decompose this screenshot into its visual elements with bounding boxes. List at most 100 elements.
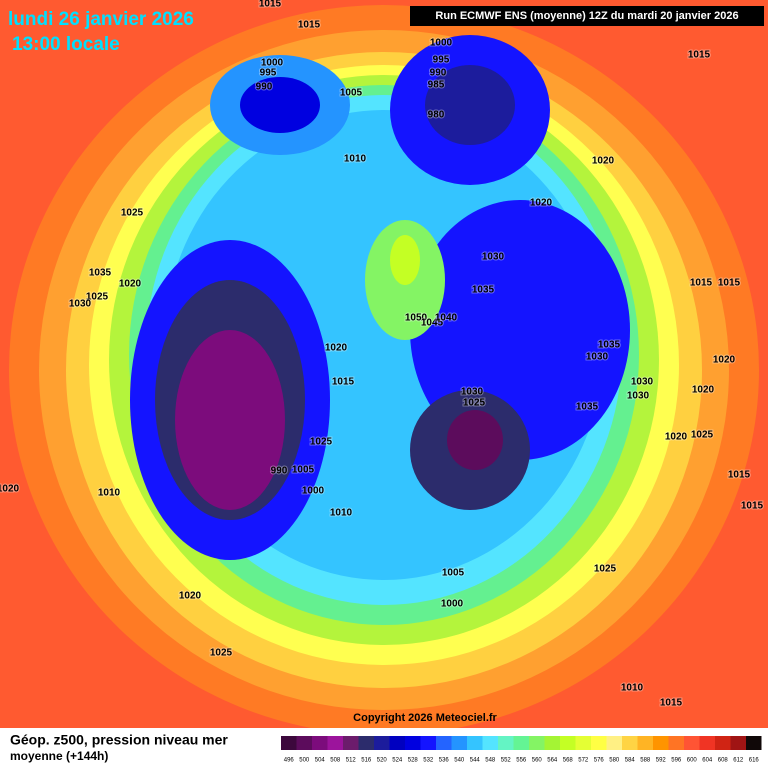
legend-swatch	[653, 736, 669, 750]
legend-swatch	[715, 736, 731, 750]
legend-label: 544	[470, 758, 481, 764]
legend-swatch	[575, 736, 591, 750]
legend-swatch	[606, 736, 622, 750]
isobar-label: 1020	[692, 385, 715, 396]
isobar-label: 985	[428, 80, 445, 91]
legend-label: 508	[330, 758, 341, 764]
isobar-label: 995	[433, 55, 450, 66]
isobar-label: 1010	[344, 154, 367, 165]
isobar-label: 1000	[302, 486, 325, 497]
isobar-label: 1035	[472, 285, 495, 296]
legend-label: 496	[284, 758, 295, 764]
legend-label: 612	[733, 758, 744, 764]
legend-label: 532	[423, 758, 434, 764]
isobar-label: 1030	[631, 377, 654, 388]
legend-swatch	[591, 736, 607, 750]
isobar-label: 1025	[210, 648, 233, 659]
isobar-label: 1010	[330, 508, 353, 519]
legend-label: 556	[516, 758, 527, 764]
isobar-label: 1015	[259, 0, 282, 10]
isobar-label: 1035	[576, 402, 599, 413]
copyright: Copyright 2026 Meteociel.fr	[353, 712, 497, 724]
legend-swatch	[467, 736, 483, 750]
legend-label: 536	[439, 758, 450, 764]
legend-swatch	[327, 736, 343, 750]
run-info: Run ECMWF ENS (moyenne) 12Z du mardi 20 …	[435, 10, 738, 22]
isobar-label: 1020	[179, 591, 202, 602]
isobar-labels: 1015101510009959901005100099599098598010…	[0, 0, 765, 710]
isobar-label: 1025	[463, 398, 486, 409]
isobar-label: 1005	[340, 88, 363, 99]
isobar-label: 1030	[461, 387, 484, 398]
legend-swatch	[436, 736, 452, 750]
footer-subtitle: moyenne (+144h)	[10, 749, 108, 763]
legend-label: 564	[547, 758, 558, 764]
isobar-label: 1025	[121, 208, 144, 219]
isobar-label: 990	[430, 68, 447, 79]
isobar-label: 1015	[332, 377, 355, 388]
isobar-label: 1020	[0, 484, 20, 495]
isobar-label: 1030	[627, 391, 650, 402]
legend-label: 572	[578, 758, 589, 764]
isobar-label: 1015	[298, 20, 321, 31]
legend-swatch	[513, 736, 529, 750]
legend-swatch	[374, 736, 390, 750]
legend-swatch	[544, 736, 560, 750]
isobar-label: 1005	[442, 568, 465, 579]
isobar-label: 1010	[621, 683, 644, 694]
legend-label: 500	[299, 758, 310, 764]
legend-label: 540	[454, 758, 465, 764]
isobar-label: 1000	[261, 58, 284, 69]
legend-swatch	[498, 736, 514, 750]
legend-swatch	[420, 736, 436, 750]
legend-label: 592	[656, 758, 667, 764]
isobar-label: 1030	[482, 252, 505, 263]
isobar-label: 980	[428, 110, 445, 121]
legend-swatch	[684, 736, 700, 750]
legend-label: 608	[718, 758, 729, 764]
isobar-label: 1010	[98, 488, 121, 499]
isobar-label: 1035	[89, 268, 112, 279]
legend-label: 568	[563, 758, 574, 764]
legend-swatch	[358, 736, 374, 750]
isobar-label: 1025	[310, 437, 333, 448]
legend-swatch	[343, 736, 359, 750]
legend-swatch	[637, 736, 653, 750]
isobar-label: 1000	[430, 38, 453, 49]
legend-swatch	[668, 736, 684, 750]
isobar-label: 1015	[741, 501, 764, 512]
legend-label: 576	[594, 758, 605, 764]
legend-swatch	[312, 736, 328, 750]
isobar-label: 1020	[119, 279, 142, 290]
date: lundi 26 janvier 2026	[8, 9, 194, 30]
legend-swatch	[296, 736, 312, 750]
isobar-label: 1030	[586, 352, 609, 363]
isobar-label: 1045	[421, 318, 444, 329]
legend-swatch	[699, 736, 715, 750]
legend-label: 512	[346, 758, 357, 764]
footer-title: Géop. z500, pression niveau mer	[10, 732, 228, 748]
isobar-label: 1030	[69, 299, 92, 310]
isobar-label: 1020	[325, 343, 348, 354]
legend-swatch	[281, 736, 297, 750]
isobar-label: 990	[256, 82, 273, 93]
isobar-label: 1000	[441, 599, 464, 610]
legend: 496 500 504 508 512 516 520 524 528 532 536 540 544 5…	[281, 736, 762, 764]
isobar-label: 1025	[86, 292, 109, 303]
legend-swatch	[389, 736, 405, 750]
isobar-label: 1020	[713, 355, 736, 366]
time: 13:00 locale	[12, 34, 120, 55]
legend-label: 584	[625, 758, 636, 764]
legend-swatch	[529, 736, 545, 750]
isobar-label: 1025	[691, 430, 714, 441]
legend-label: 596	[671, 758, 682, 764]
isobar-label: 1035	[598, 340, 621, 351]
isobar-label: 1050	[405, 313, 428, 324]
legend-swatch	[746, 736, 762, 750]
isobar-label: 995	[260, 68, 277, 79]
legend-label: 548	[485, 758, 496, 764]
legend-label: 600	[687, 758, 698, 764]
legend-swatch	[482, 736, 498, 750]
legend-label: 552	[501, 758, 512, 764]
